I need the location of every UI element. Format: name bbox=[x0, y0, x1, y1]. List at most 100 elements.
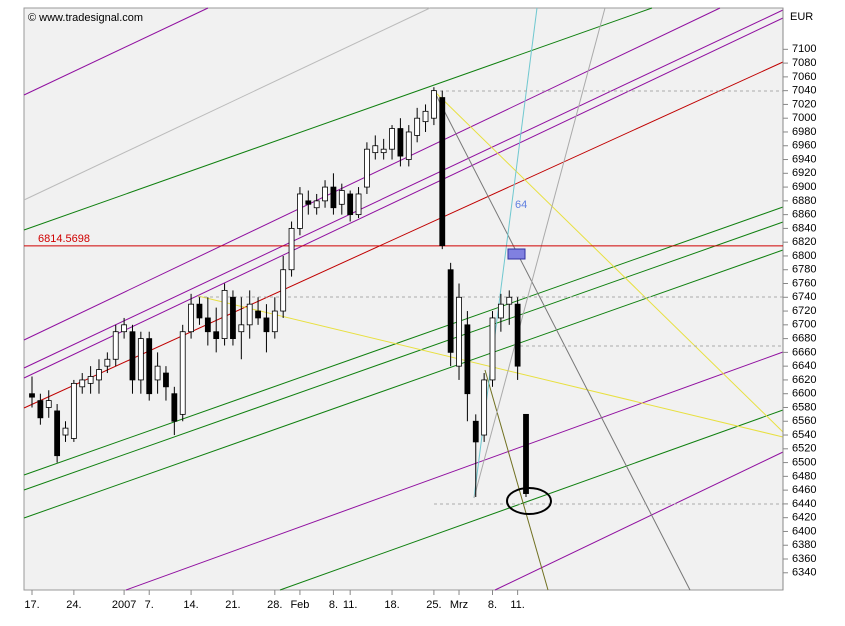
candle-body bbox=[112, 331, 119, 360]
y-tick-label: 6580 bbox=[792, 401, 816, 413]
y-tick-label: 6780 bbox=[792, 264, 816, 276]
candle-body bbox=[338, 190, 345, 205]
trend-line bbox=[433, 90, 784, 433]
candle-body bbox=[405, 131, 412, 160]
candle-body bbox=[414, 117, 421, 136]
candle-body bbox=[96, 369, 102, 381]
candle-body bbox=[87, 376, 94, 384]
candle-body bbox=[297, 193, 303, 229]
plot-area bbox=[23, 7, 784, 591]
credit: © www.tradesignal.com bbox=[28, 12, 143, 24]
candle-body bbox=[305, 200, 312, 205]
y-tick-label: 6680 bbox=[792, 333, 816, 345]
candle-body bbox=[497, 303, 504, 319]
y-tick-label: 6360 bbox=[792, 553, 816, 565]
candle-body bbox=[271, 310, 278, 333]
candle-body bbox=[523, 413, 529, 494]
candle-body bbox=[230, 296, 236, 340]
candle-body bbox=[263, 317, 270, 333]
y-tick-label: 6840 bbox=[792, 222, 816, 234]
y-tick-label: 6340 bbox=[792, 567, 816, 579]
trend-line bbox=[484, 369, 549, 591]
trend-line bbox=[23, 249, 784, 519]
x-tick-label: 11. bbox=[510, 599, 524, 611]
x-tick-label: 21. bbox=[225, 599, 240, 611]
candle-body bbox=[29, 393, 35, 398]
y-tick-label: 7080 bbox=[792, 57, 816, 69]
x-tick-label: 11. bbox=[343, 599, 357, 611]
candle-body bbox=[472, 420, 479, 443]
trend-line bbox=[473, 7, 606, 499]
level-label: 6814.5698 bbox=[38, 233, 90, 245]
candle-body bbox=[213, 331, 220, 340]
x-tick-label: 14. bbox=[183, 599, 198, 611]
y-tick-label: 7060 bbox=[792, 71, 816, 83]
y-tick-label: 6800 bbox=[792, 250, 816, 262]
trend-line bbox=[23, 17, 784, 379]
candle-body bbox=[456, 296, 462, 367]
candle-body bbox=[422, 110, 429, 123]
candle-body bbox=[355, 193, 362, 216]
y-tick-label: 7040 bbox=[792, 85, 816, 97]
candle-body bbox=[364, 148, 370, 188]
y-tick-label: 6740 bbox=[792, 291, 816, 303]
candle-body bbox=[514, 303, 521, 367]
y-tick-label: 6960 bbox=[792, 140, 816, 152]
candle-body bbox=[481, 379, 488, 436]
y-tick-label: 6600 bbox=[792, 388, 816, 400]
candle-body bbox=[238, 324, 245, 333]
y-tick-label: 6380 bbox=[792, 539, 816, 551]
y-tick-label: 6660 bbox=[792, 346, 816, 358]
y-tick-label: 7000 bbox=[792, 112, 816, 124]
y-tick-label: 6480 bbox=[792, 470, 816, 482]
candle-body bbox=[255, 310, 261, 319]
highlight-ellipse bbox=[506, 487, 552, 515]
x-tick-label: 24. bbox=[66, 599, 81, 611]
trend-line bbox=[23, 221, 784, 491]
annotation: 64 bbox=[515, 199, 527, 211]
trend-line bbox=[23, 7, 209, 96]
candle-body bbox=[447, 269, 454, 353]
y-tick-label: 6860 bbox=[792, 209, 816, 221]
candle-body bbox=[154, 365, 161, 381]
y-tick-label: 6560 bbox=[792, 415, 816, 427]
trend-line bbox=[494, 451, 784, 591]
candle-body bbox=[188, 303, 194, 333]
y-tick-label: 7100 bbox=[792, 43, 816, 55]
candle-body bbox=[322, 186, 328, 202]
trend-line bbox=[23, 7, 653, 231]
candle-body bbox=[380, 148, 387, 154]
y-tick-label: 6460 bbox=[792, 484, 816, 496]
candle-body bbox=[347, 193, 354, 216]
candle-body bbox=[397, 128, 404, 157]
candle-body bbox=[389, 128, 395, 150]
y-tick-label: 6920 bbox=[792, 167, 816, 179]
trend-line bbox=[23, 9, 784, 369]
candle-body bbox=[204, 317, 211, 333]
trend-line bbox=[23, 7, 431, 201]
y-tick-label: 6540 bbox=[792, 429, 816, 441]
y-tick-label: 6500 bbox=[792, 456, 816, 468]
y-tick-label: 6720 bbox=[792, 305, 816, 317]
x-tick-label: 17. bbox=[24, 599, 39, 611]
candle-body bbox=[179, 331, 186, 415]
candle-body bbox=[54, 410, 61, 457]
trend-line bbox=[23, 7, 721, 341]
y-tick-label: 6980 bbox=[792, 126, 816, 138]
candle-body bbox=[79, 379, 86, 388]
x-tick-label: 28. bbox=[267, 599, 282, 611]
x-tick-label: 2007 bbox=[112, 599, 136, 611]
candle-body bbox=[70, 382, 77, 439]
unit-label: EUR bbox=[790, 11, 813, 23]
candle-body bbox=[372, 145, 379, 154]
candle-body bbox=[37, 400, 44, 419]
y-tick-label: 6760 bbox=[792, 277, 816, 289]
y-tick-label: 6620 bbox=[792, 374, 816, 386]
candle-body bbox=[121, 324, 128, 333]
candle-body bbox=[62, 427, 69, 436]
candle-body bbox=[506, 296, 513, 305]
x-tick-label: 7. bbox=[145, 599, 154, 611]
candle-body bbox=[464, 324, 471, 395]
